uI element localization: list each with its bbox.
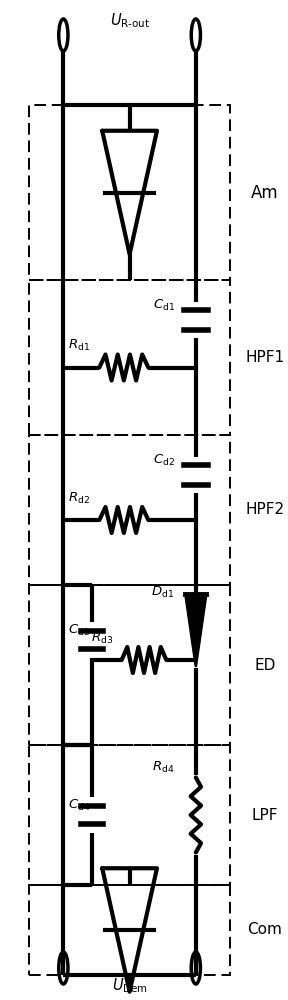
Text: ED: ED <box>254 658 276 673</box>
Text: $D_\mathrm{d1}$: $D_\mathrm{d1}$ <box>151 584 174 600</box>
Text: $U_\mathrm{R\text{-}out}$: $U_\mathrm{R\text{-}out}$ <box>109 11 150 30</box>
Text: HPF2: HPF2 <box>245 502 285 518</box>
Text: $R_\mathrm{d1}$: $R_\mathrm{d1}$ <box>68 338 90 353</box>
Text: $R_\mathrm{d4}$: $R_\mathrm{d4}$ <box>151 759 174 775</box>
Text: $R_\mathrm{d2}$: $R_\mathrm{d2}$ <box>68 490 90 506</box>
Text: Com: Com <box>247 922 283 938</box>
Text: $C_\mathrm{d1}$: $C_\mathrm{d1}$ <box>153 297 175 313</box>
Text: HPF1: HPF1 <box>245 350 285 365</box>
Text: Am: Am <box>251 184 279 202</box>
Text: $U_\mathrm{Dem}$: $U_\mathrm{Dem}$ <box>112 976 147 995</box>
Polygon shape <box>185 594 206 666</box>
Text: $C_\mathrm{d4}$: $C_\mathrm{d4}$ <box>68 797 90 813</box>
Text: $C_\mathrm{d3}$: $C_\mathrm{d3}$ <box>68 622 90 638</box>
Text: LPF: LPF <box>252 808 278 822</box>
Text: $C_\mathrm{d2}$: $C_\mathrm{d2}$ <box>153 452 175 468</box>
Text: $R_\mathrm{d3}$: $R_\mathrm{d3}$ <box>91 630 113 646</box>
